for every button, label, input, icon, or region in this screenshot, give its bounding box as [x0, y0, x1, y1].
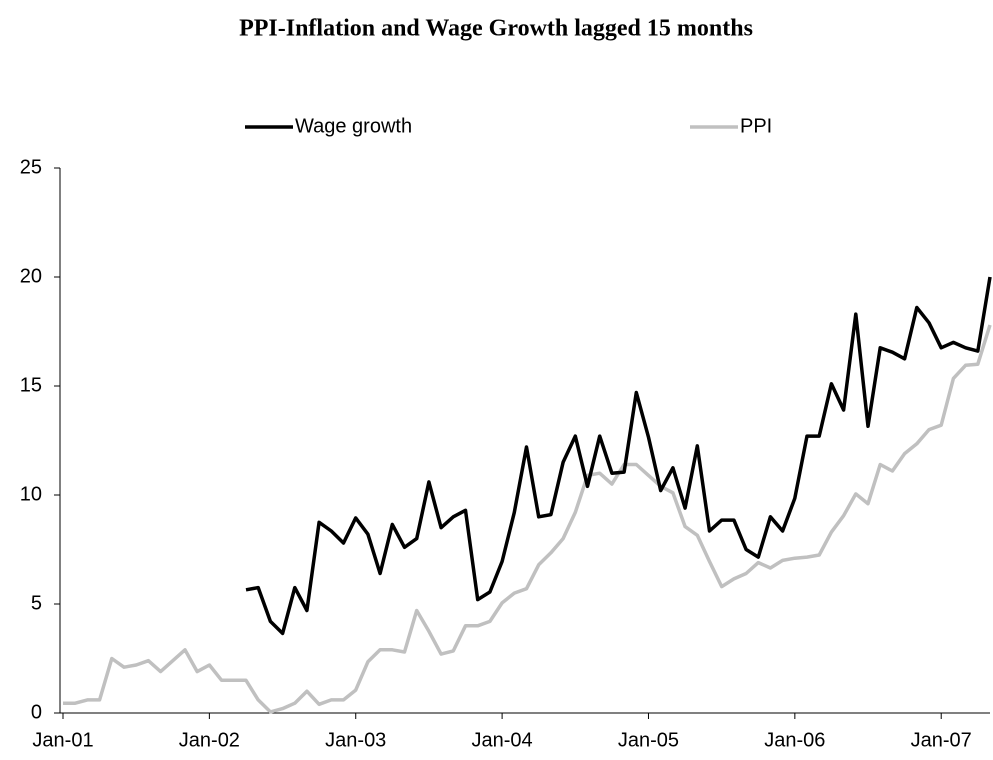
y-tick-label: 0 [31, 701, 42, 723]
x-tick-label: Jan-01 [32, 729, 93, 751]
y-tick-label: 5 [31, 592, 42, 614]
chart-title: PPI-Inflation and Wage Growth lagged 15 … [239, 16, 753, 42]
series-line [245, 276, 992, 636]
series-line [63, 324, 992, 714]
y-tick-label: 25 [20, 156, 42, 178]
x-tick-label: Jan-06 [764, 729, 825, 751]
x-tick-label: Jan-03 [325, 729, 386, 751]
legend-label: PPI [740, 115, 772, 137]
y-tick-label: 20 [20, 265, 42, 287]
legend-label: Wage growth [295, 115, 412, 137]
x-tick-label: Jan-02 [179, 729, 240, 751]
x-tick-label: Jan-07 [911, 729, 972, 751]
y-tick-label: 10 [20, 483, 42, 505]
x-tick-label: Jan-04 [472, 729, 533, 751]
y-tick-label: 15 [20, 374, 42, 396]
x-tick-label: Jan-05 [618, 729, 679, 751]
